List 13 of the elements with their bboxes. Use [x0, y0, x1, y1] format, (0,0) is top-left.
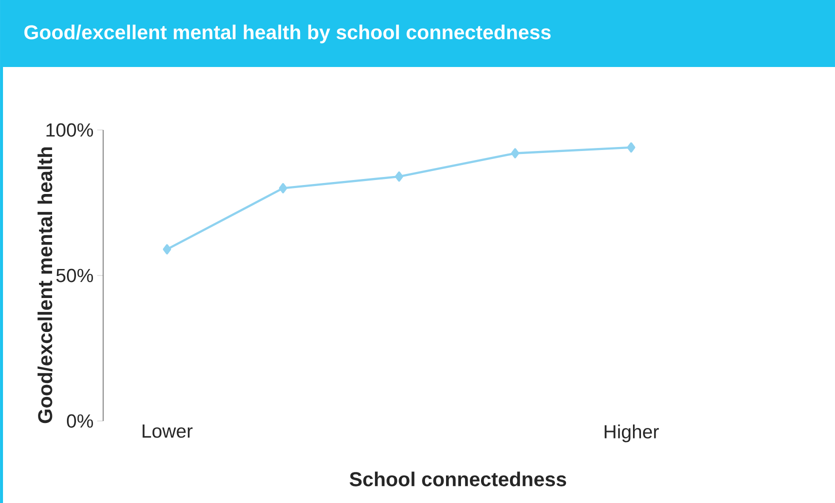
chart-title: Good/excellent mental health by school connectedness	[24, 24, 551, 44]
point	[627, 142, 636, 153]
point	[278, 183, 288, 194]
point	[511, 148, 520, 158]
y-axis-title: Good/excellent mental health	[38, 147, 52, 424]
x-axis-title: School connectedness	[350, 472, 566, 486]
point	[394, 171, 404, 182]
y-tick-label: 50%	[56, 268, 93, 282]
x-tick-label: Lower	[142, 424, 193, 438]
x-tick-label: Higher	[604, 424, 659, 442]
point	[162, 244, 172, 254]
y-tick-label: 0%	[66, 414, 93, 428]
y-tick-label: 100%	[46, 123, 93, 137]
